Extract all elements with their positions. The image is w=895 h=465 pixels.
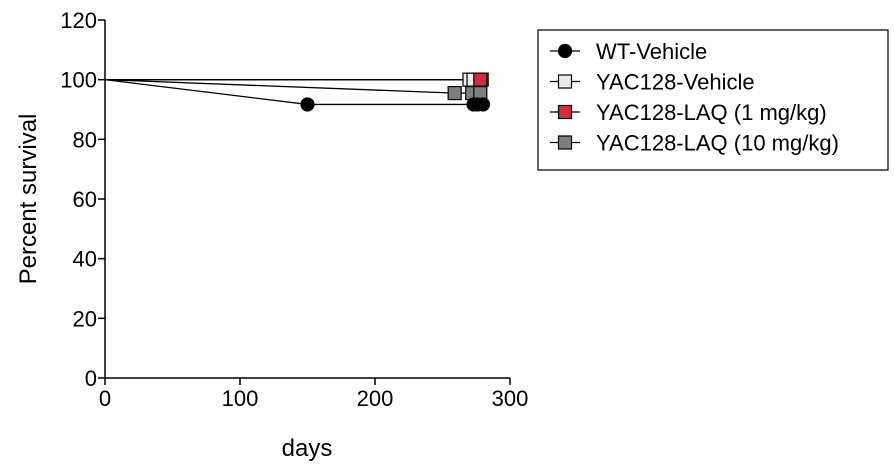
y-tick-label: 60 [73,187,97,212]
data-point [473,72,488,87]
data-point [475,97,491,112]
legend-marker [557,104,573,120]
legend-label: YAC128-LAQ (1 mg/kg) [596,100,827,125]
y-tick-label: 100 [60,68,97,93]
legend-marker [557,74,573,89]
x-tick-label: 100 [222,386,259,411]
legend-label: YAC128-LAQ (10 mg/kg) [596,131,839,156]
legend-box [537,29,889,171]
y-tick-label: 80 [73,127,97,152]
y-tick-label: 40 [73,247,97,272]
data-point [300,97,315,112]
plot-markers [300,72,491,112]
x-tick-label: 0 [99,386,111,411]
legend-marker [557,135,573,150]
legend: WT-Vehicle YAC128-Vehicle YAC128-LAQ (1 mg… [537,29,889,171]
x-tick-label: 300 [492,386,529,411]
plot-lines [104,79,483,106]
legend-label: WT-Vehicle [596,39,707,64]
x-axis-title: days [282,435,333,462]
y-tick-label: 0 [85,366,97,391]
data-point [447,85,462,101]
legend-marker [557,43,573,59]
y-axis-title: Percent survival [15,114,42,285]
legend-label: YAC128-Vehicle [596,70,755,95]
y-tick-label: 20 [73,306,97,331]
axes: 0 20 40 60 80 100 120 0 100 200 300 [60,8,528,411]
y-tick-label: 120 [60,8,97,33]
x-tick-label: 200 [357,386,394,411]
